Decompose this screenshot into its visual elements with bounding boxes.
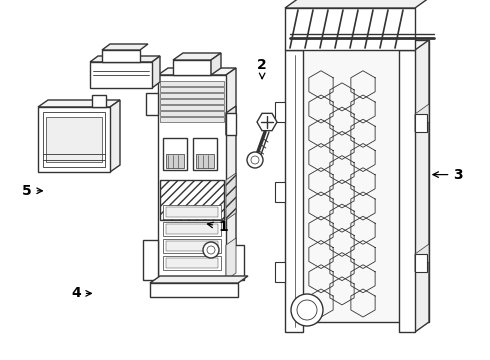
Bar — [226, 113, 236, 135]
Bar — [226, 245, 244, 280]
Circle shape — [203, 242, 219, 258]
Polygon shape — [211, 53, 221, 75]
Bar — [285, 8, 415, 50]
Polygon shape — [102, 44, 148, 50]
Bar — [163, 205, 221, 219]
Text: 1: 1 — [207, 220, 228, 234]
Polygon shape — [152, 56, 160, 88]
Polygon shape — [415, 104, 429, 132]
Polygon shape — [158, 68, 236, 75]
Text: 2: 2 — [257, 58, 267, 78]
Polygon shape — [90, 56, 160, 62]
Bar — [163, 256, 221, 270]
Polygon shape — [226, 106, 236, 135]
Bar — [196, 154, 214, 168]
Polygon shape — [415, 244, 429, 272]
Bar — [160, 93, 224, 98]
Bar — [163, 222, 221, 236]
Text: 3: 3 — [433, 168, 463, 181]
Bar — [163, 138, 187, 170]
Bar — [275, 262, 285, 282]
Bar — [160, 180, 224, 220]
Bar — [415, 254, 427, 272]
Polygon shape — [150, 276, 248, 283]
Circle shape — [291, 294, 323, 326]
Polygon shape — [257, 113, 277, 131]
Polygon shape — [38, 100, 120, 107]
Bar — [193, 138, 217, 170]
Bar — [160, 111, 224, 116]
Bar — [46, 117, 102, 162]
Bar — [160, 81, 224, 86]
Bar — [150, 283, 238, 297]
Bar — [160, 99, 224, 104]
Text: 5: 5 — [22, 184, 42, 198]
Bar — [166, 154, 184, 168]
Bar — [92, 95, 106, 107]
Bar — [415, 114, 427, 132]
Polygon shape — [226, 68, 236, 285]
Bar — [143, 240, 158, 280]
Bar — [163, 239, 221, 253]
Bar — [166, 224, 218, 234]
Polygon shape — [285, 0, 429, 8]
Bar — [275, 182, 285, 202]
Bar — [160, 87, 224, 92]
Polygon shape — [173, 53, 221, 60]
Bar — [146, 93, 158, 115]
Polygon shape — [226, 173, 236, 220]
Bar — [173, 60, 211, 75]
Bar — [166, 241, 218, 251]
Bar — [160, 117, 224, 122]
Polygon shape — [299, 40, 429, 322]
Bar — [166, 258, 218, 268]
Polygon shape — [110, 100, 120, 172]
Text: 4: 4 — [71, 287, 91, 300]
Bar — [38, 107, 110, 172]
Circle shape — [297, 300, 317, 320]
Bar — [160, 105, 224, 110]
Circle shape — [251, 156, 259, 164]
Bar — [275, 102, 285, 122]
Bar — [90, 62, 152, 88]
Bar — [166, 207, 218, 217]
Bar — [158, 75, 226, 285]
Circle shape — [247, 152, 263, 168]
Circle shape — [207, 246, 215, 254]
Polygon shape — [415, 40, 429, 332]
Bar — [102, 50, 140, 62]
Bar — [399, 50, 415, 332]
Bar — [285, 50, 303, 332]
Bar — [43, 112, 105, 167]
Polygon shape — [226, 238, 236, 280]
